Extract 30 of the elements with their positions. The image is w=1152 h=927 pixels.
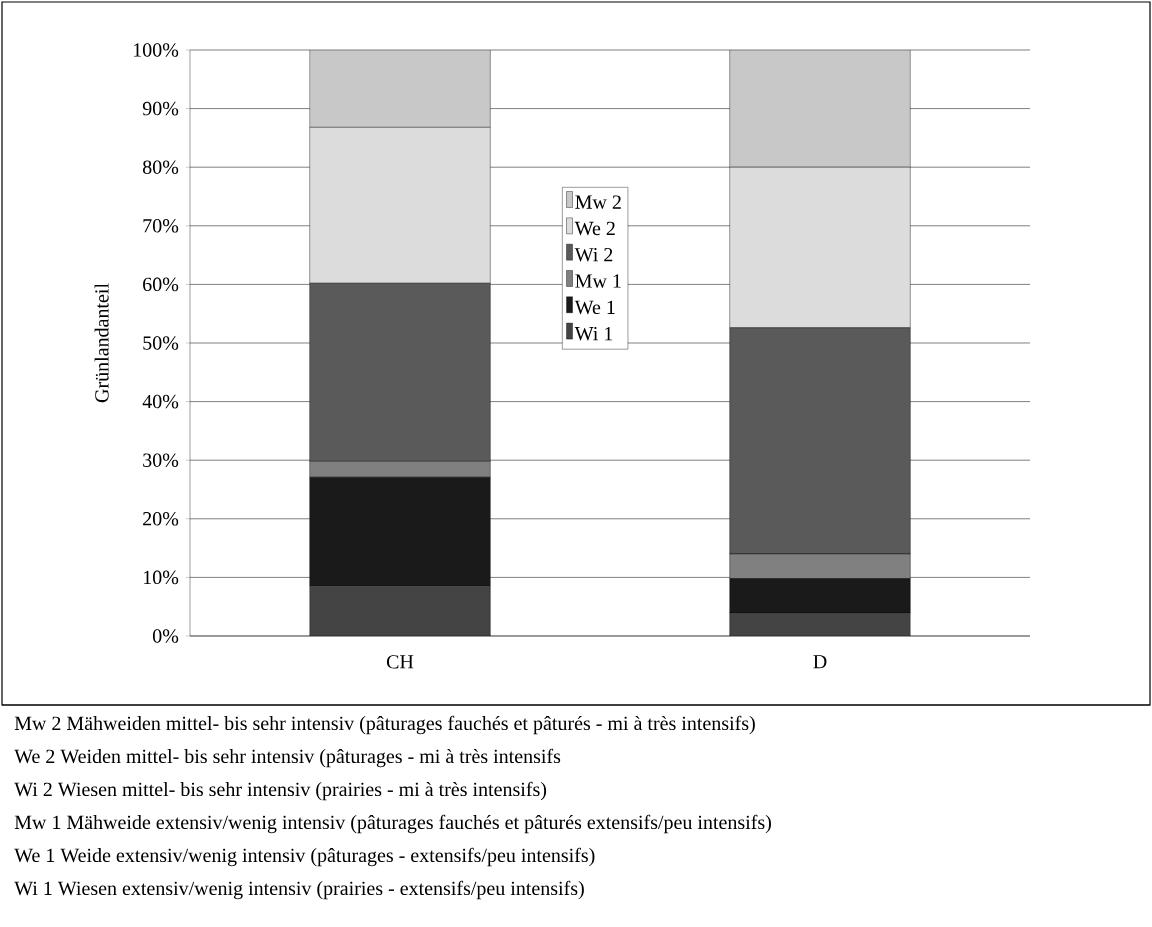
- bar: [309, 585, 491, 636]
- x-tick-label: CH: [386, 655, 414, 669]
- bar: [729, 612, 911, 636]
- legend-label: We 2: [574, 221, 615, 236]
- text: Wi 1 Wiesen extensiv/wenig intensiv (prairies - extensifs/peu intensifs): [14, 880, 584, 900]
- text: We 1 Weide extensiv/wenig intensiv (pâturages - extensifs/peu intensifs): [14, 847, 595, 867]
- y-tick-label: 30%: [143, 453, 179, 467]
- legend-label: Mw 1: [575, 274, 621, 288]
- y-tick-label: 50%: [143, 336, 179, 350]
- y-axis-title: Grünlandanteil: [94, 283, 109, 403]
- bar: [729, 49, 911, 168]
- legend-label: We 1: [574, 300, 615, 315]
- y-tick-label: 90%: [142, 101, 179, 116]
- y-tick-label: 70%: [143, 219, 179, 233]
- y-tick-label: 40%: [142, 394, 179, 409]
- text: Mw 2 Mähweiden mittel- bis sehr intensiv (pâturages fauchés et pâturés - mi à très intensifs): [14, 715, 755, 735]
- text: Wi 2 Wiesen mittel- bis sehr intensiv (prairies - mi à très intensifs): [14, 781, 547, 801]
- y-tick-label: 80%: [142, 160, 179, 174]
- text: We 2 Weiden mittel- bis sehr intensiv (pâturages - mi à très intensifs: [14, 748, 561, 768]
- legend-label: Mw 2: [575, 195, 621, 209]
- text: Mw 1 Mähweide extensiv/wenig intensiv (pâturages fauchés et pâturés extensifs/peu intensifs): [14, 814, 771, 834]
- legend-label: Wi 2: [574, 248, 613, 262]
- y-tick-label: 100%: [133, 43, 179, 57]
- y-tick-label: 10%: [143, 570, 179, 585]
- y-tick-label: 60%: [143, 277, 179, 292]
- legend-label: Wi 1: [574, 326, 613, 341]
- x-tick-label: D: [813, 655, 827, 669]
- bar: [309, 49, 491, 128]
- y-tick-label: 20%: [143, 512, 179, 526]
- y-tick-label: 0%: [152, 629, 179, 643]
